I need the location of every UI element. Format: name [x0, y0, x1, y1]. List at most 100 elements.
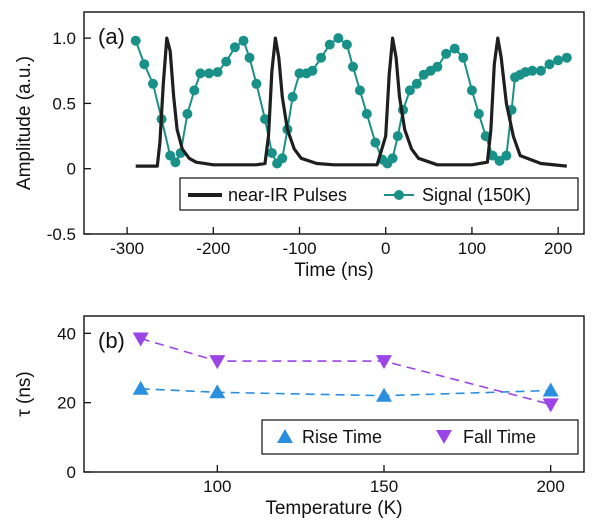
signal-point-30 — [348, 61, 358, 72]
panel-b-plot-frame — [83, 315, 585, 473]
fall-time-point-2 — [376, 355, 392, 370]
signal-point-27 — [324, 39, 335, 50]
signal-point-7 — [182, 108, 193, 119]
signal-point-43 — [432, 61, 443, 72]
panel-b-legend: Rise Time Fall Time — [261, 419, 579, 455]
panel-b: 100 150 200 0 20 40 (b) Temperature (K) τ (ns… — [14, 315, 585, 519]
panel-b-xtick-label-2: 200 — [536, 477, 564, 496]
signal-point-52 — [501, 150, 512, 161]
panel-b-ylabel: τ (ns) — [14, 371, 35, 417]
signal-point-32 — [361, 108, 372, 119]
panel-a-label: (a) — [98, 24, 125, 49]
signal-point-28 — [333, 33, 344, 44]
signal-point-11 — [212, 67, 223, 78]
signal-point-12 — [221, 56, 232, 67]
panel-a-xtick-label-3: 0 — [381, 239, 390, 258]
signal-point-20 — [277, 153, 288, 164]
legend-label-fall-time: Fall Time — [463, 427, 536, 447]
signal-point-45 — [449, 43, 460, 54]
panel-a-ytick-label-1: 0 — [67, 160, 76, 179]
signal-point-2 — [148, 78, 158, 89]
panel-a-ytick-label-3: 1.0 — [52, 29, 76, 48]
signal-point-33 — [370, 137, 381, 148]
panel-a-plot-frame — [83, 11, 585, 235]
panel-b-ytick-label-2: 40 — [57, 324, 76, 343]
series-line-rise-time — [140, 388, 551, 397]
signal-point-37 — [392, 131, 403, 142]
signal-point-48 — [473, 108, 484, 119]
signal-point-18 — [266, 148, 277, 158]
panel-a-legend-box — [179, 177, 579, 211]
panel-b-series — [132, 332, 559, 413]
panel-b-xlabel: Temperature (K) — [265, 498, 402, 519]
rise-time-point-0 — [132, 380, 149, 395]
signal-point-44 — [441, 48, 452, 59]
fall-time-point-1 — [209, 355, 226, 370]
legend-marker-rise-time — [277, 429, 293, 443]
panel-a-ytick-label-2: 0.5 — [52, 94, 76, 113]
signal-point-8 — [189, 85, 200, 96]
panel-a-legend: near-IR Pulses Signal (150K) — [179, 177, 579, 211]
signal-point-25 — [307, 65, 318, 76]
panel-a-xtick-label-0: -300 — [110, 239, 144, 258]
panel-a-xlabel: Time (ns) — [294, 260, 374, 281]
panel-a-ylabel: Amplitude (a.u.) — [14, 56, 35, 190]
signal-point-9 — [195, 68, 206, 79]
panel-a-xtick-label-5: 200 — [544, 239, 572, 258]
panel-b-ytick-label-0: 0 — [67, 463, 76, 482]
signal-point-10 — [204, 68, 214, 79]
signal-point-61 — [561, 52, 572, 63]
signal-point-49 — [480, 131, 491, 142]
signal-point-57 — [527, 65, 538, 76]
rise-time-point-2 — [376, 387, 392, 402]
signal-point-46 — [458, 52, 469, 63]
series-line-near-ir-pulses — [135, 36, 567, 168]
signal-point-29 — [341, 39, 352, 50]
panel-b-xtick-label-0: 100 — [203, 477, 231, 496]
panel-a-ytick-label-0: -0.5 — [47, 225, 76, 244]
legend-marker-signal — [394, 190, 404, 200]
legend-marker-fall-time — [436, 430, 452, 444]
signal-point-31 — [354, 85, 365, 96]
rise-time-point-3 — [542, 382, 559, 397]
signal-point-50 — [487, 150, 498, 161]
signal-point-22 — [287, 91, 298, 102]
signal-point-1 — [139, 59, 150, 70]
signal-point-23 — [294, 68, 305, 79]
signal-point-0 — [130, 35, 141, 46]
panel-b-ytick-label-1: 20 — [57, 394, 76, 413]
rise-time-point-1 — [209, 384, 226, 399]
panel-b-xtick-label-1: 150 — [370, 477, 398, 496]
panel-a-ticks: -300 -200 -100 0 100 200 -0.5 0 0.5 1.0 — [47, 29, 573, 258]
signal-point-17 — [260, 114, 270, 125]
signal-point-13 — [229, 42, 240, 53]
signal-point-59 — [544, 59, 555, 70]
legend-label-rise-time: Rise Time — [302, 427, 382, 447]
signal-point-58 — [535, 65, 546, 76]
panel-b-ticks: 100 150 200 0 20 40 — [57, 324, 565, 496]
panel-a-series — [130, 33, 572, 169]
panel-b-legend-box — [261, 419, 579, 455]
signal-point-51 — [494, 155, 505, 166]
panel-a-xtick-label-1: -200 — [196, 239, 230, 258]
panel-a: -300 -200 -100 0 100 200 -0.5 0 0.5 1.0 (a) Time … — [14, 11, 585, 281]
signal-point-60 — [553, 55, 564, 66]
signal-point-39 — [404, 85, 415, 96]
signal-point-14 — [238, 35, 249, 46]
signal-point-5 — [170, 157, 181, 168]
legend-label-signal: Signal (150K) — [422, 185, 531, 205]
fall-time-point-3 — [542, 398, 559, 413]
panel-a-xtick-label-4: 100 — [458, 239, 486, 258]
signal-point-47 — [466, 85, 477, 96]
legend-label-near-ir: near-IR Pulses — [228, 185, 347, 205]
signal-point-16 — [251, 78, 262, 89]
signal-point-40 — [411, 78, 422, 89]
signal-point-15 — [244, 52, 255, 63]
signal-point-36 — [387, 153, 398, 164]
panel-b-label: (b) — [98, 328, 125, 353]
signal-point-26 — [316, 52, 327, 63]
fall-time-point-0 — [132, 332, 149, 347]
series-line-fall-time — [140, 337, 551, 406]
panel-a-xtick-label-2: -100 — [283, 239, 317, 258]
